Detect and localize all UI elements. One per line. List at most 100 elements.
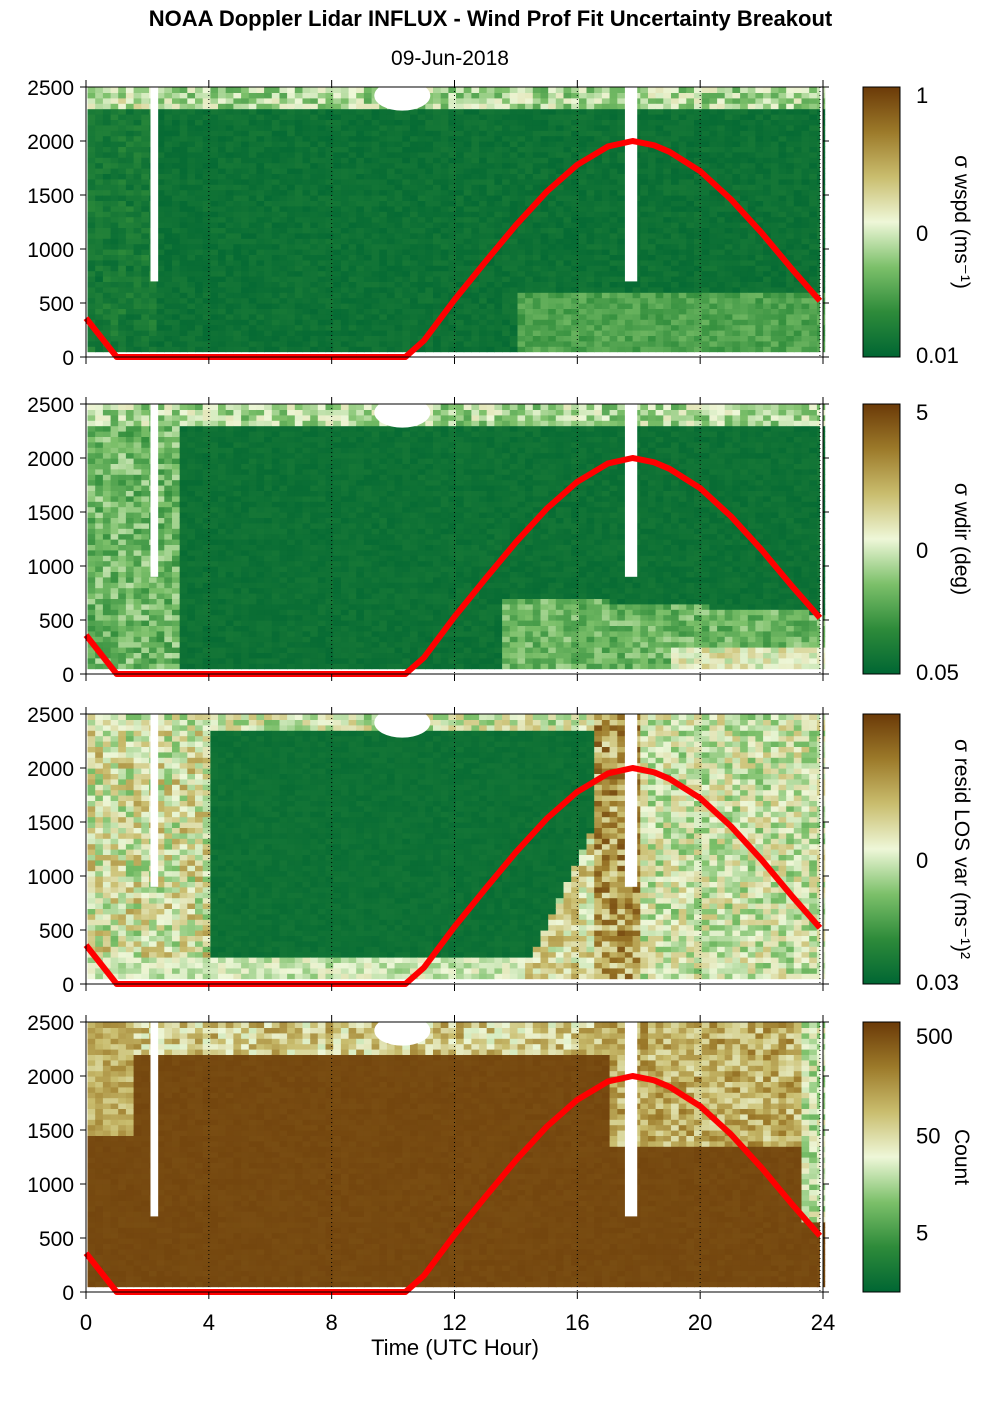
heatmap-cell xyxy=(210,114,219,120)
heatmap-cell xyxy=(410,108,419,115)
heatmap-cell xyxy=(325,330,334,336)
heatmap-cell xyxy=(732,130,741,137)
heatmap-cell xyxy=(755,184,764,191)
heatmap-cell xyxy=(809,195,818,201)
heatmap-cell xyxy=(770,340,780,347)
heatmap-cell xyxy=(218,124,227,131)
heatmap-cell xyxy=(302,222,311,228)
heatmap-cell xyxy=(609,319,618,326)
heatmap-cell xyxy=(601,303,611,309)
heatmap-cell xyxy=(425,292,434,299)
heatmap-cell xyxy=(448,335,457,342)
heatmap-cell xyxy=(609,243,618,250)
heatmap-cell xyxy=(517,303,526,309)
heatmap-cell xyxy=(248,162,258,169)
heatmap-cell xyxy=(179,173,188,180)
heatmap-cell xyxy=(333,335,342,342)
heatmap-cell xyxy=(394,130,403,137)
heatmap-cell xyxy=(172,313,181,320)
heatmap-cell xyxy=(463,151,472,158)
heatmap-cell xyxy=(786,157,795,164)
heatmap-cell xyxy=(755,157,764,164)
heatmap-cell xyxy=(502,103,511,110)
heatmap-cell xyxy=(440,146,449,153)
heatmap-cell xyxy=(317,97,327,104)
heatmap-cell xyxy=(433,173,442,180)
heatmap-cell xyxy=(218,308,227,315)
heatmap-cell xyxy=(118,625,127,632)
heatmap-cell xyxy=(310,178,319,185)
heatmap-cell xyxy=(410,135,419,142)
heatmap-cell xyxy=(371,292,380,299)
heatmap-cell xyxy=(663,195,672,201)
heatmap-cell xyxy=(125,259,135,266)
heatmap-cell xyxy=(747,254,757,261)
heatmap-cell xyxy=(340,324,350,331)
heatmap-cell xyxy=(87,232,96,239)
heatmap-cell xyxy=(287,303,296,309)
heatmap-cell xyxy=(325,162,334,169)
heatmap-cell xyxy=(671,238,680,245)
heatmap-cell xyxy=(801,162,810,169)
heatmap-cell xyxy=(648,184,657,191)
heatmap-cell xyxy=(456,249,465,255)
heatmap-cell xyxy=(525,340,534,347)
heatmap-cell xyxy=(517,87,526,93)
heatmap-cell xyxy=(317,346,327,353)
heatmap-cell xyxy=(448,92,457,99)
heatmap-cell xyxy=(218,92,227,99)
heatmap-cell xyxy=(456,168,465,174)
heatmap-cell xyxy=(386,243,396,250)
heatmap-cell xyxy=(609,124,618,131)
heatmap-cell xyxy=(394,227,403,234)
heatmap-cell xyxy=(448,178,457,185)
heatmap-cell xyxy=(363,92,373,99)
heatmap-cell xyxy=(248,346,258,353)
heatmap-cell xyxy=(302,319,311,326)
heatmap-cell xyxy=(479,281,488,288)
heatmap-cell xyxy=(740,168,749,174)
heatmap-cell xyxy=(709,135,718,142)
heatmap-cell xyxy=(279,216,288,223)
heatmap-cell xyxy=(763,119,772,126)
heatmap-cell xyxy=(179,259,188,266)
heatmap-cell xyxy=(371,173,380,180)
heatmap-cell xyxy=(264,313,273,320)
heatmap-cell xyxy=(425,216,434,223)
heatmap-cell xyxy=(525,270,534,277)
heatmap-cell xyxy=(264,157,273,164)
heatmap-cell xyxy=(202,254,211,261)
heatmap-cell xyxy=(663,346,672,353)
heatmap-cell xyxy=(678,265,687,272)
heatmap-cell xyxy=(141,346,150,353)
heatmap-cell xyxy=(210,168,219,174)
heatmap-cell xyxy=(333,114,342,120)
heatmap-cell xyxy=(601,141,611,147)
y-tick-label: 2000 xyxy=(27,131,74,154)
heatmap-cell xyxy=(471,313,480,320)
heatmap-cell xyxy=(494,303,503,309)
heatmap-cell xyxy=(95,286,104,293)
heatmap-cell xyxy=(371,259,380,266)
heatmap-cell xyxy=(486,324,495,331)
heatmap-cell xyxy=(164,254,173,261)
heatmap-cell xyxy=(801,303,810,309)
heatmap-cell xyxy=(325,135,334,142)
heatmap-cell xyxy=(809,249,818,255)
heatmap-cell xyxy=(601,173,611,180)
heatmap-cell xyxy=(363,249,373,255)
heatmap-cell xyxy=(386,227,396,234)
heatmap-cell xyxy=(417,265,426,272)
heatmap-cell xyxy=(156,303,165,309)
heatmap-cell xyxy=(110,259,119,266)
heatmap-cell xyxy=(563,308,572,315)
heatmap-cell xyxy=(786,200,795,207)
heatmap-cell xyxy=(463,324,472,331)
heatmap-cell xyxy=(456,270,465,277)
heatmap-cell xyxy=(310,276,319,282)
heatmap-cell xyxy=(540,303,549,309)
heatmap-cell xyxy=(578,178,588,185)
heatmap-cell xyxy=(732,162,741,169)
heatmap-cell xyxy=(371,135,380,142)
heatmap-cell xyxy=(125,114,135,120)
